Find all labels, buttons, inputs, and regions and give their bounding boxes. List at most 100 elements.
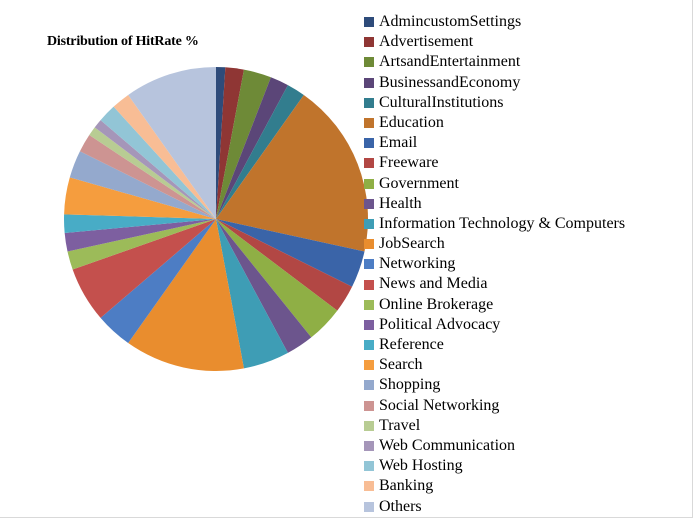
legend-item: Shopping	[364, 375, 625, 395]
legend-swatch	[364, 380, 374, 391]
legend-swatch	[364, 17, 374, 28]
pie-slice	[216, 219, 288, 369]
legend-swatch	[364, 299, 374, 310]
pie-slice	[94, 120, 216, 219]
pie-slice	[72, 219, 216, 318]
legend-swatch	[364, 218, 374, 229]
legend-item: Information Technology & Computers	[364, 214, 625, 234]
legend-swatch	[364, 239, 374, 250]
legend-swatch	[364, 481, 374, 492]
chart-title: Distribution of HitRate %	[47, 34, 199, 49]
legend-swatch	[364, 319, 374, 330]
legend-swatch	[364, 501, 374, 512]
legend-label: Travel	[379, 416, 421, 434]
pie-slice	[64, 219, 216, 252]
pie-slice	[216, 219, 312, 353]
pie-slice	[128, 67, 216, 219]
legend-swatch	[364, 420, 374, 431]
legend-item: Search	[364, 355, 625, 375]
legend-label: Web Hosting	[379, 457, 463, 475]
legend-label: Search	[379, 356, 423, 374]
legend-swatch	[364, 158, 374, 169]
chart-legend: AdmincustomSettings Advertisement ArtsandE…	[364, 12, 625, 517]
legend-label: Email	[379, 134, 418, 152]
legend-label: Others	[379, 497, 422, 515]
legend-label: BusinessandEconomy	[379, 73, 521, 91]
pie-slice	[216, 67, 226, 219]
legend-swatch	[364, 400, 374, 411]
pie-slice	[216, 77, 288, 219]
legend-label: Freeware	[379, 154, 439, 172]
legend-label: News and Media	[379, 275, 488, 293]
legend-label: Web Communication	[379, 436, 516, 454]
pie-slice	[216, 94, 368, 252]
pie-slice	[64, 214, 217, 234]
legend-label: CulturalInstitutions	[379, 93, 504, 111]
legend-label: Networking	[379, 255, 456, 273]
legend-item: ArtsandEntertainment	[364, 52, 625, 72]
legend-swatch	[364, 441, 374, 452]
legend-item: Government	[364, 174, 625, 194]
pie-slice	[113, 94, 216, 219]
pie-slice	[128, 219, 244, 372]
legend-swatch	[364, 360, 374, 371]
legend-item: Travel	[364, 416, 625, 436]
legend-label: Reference	[379, 336, 444, 353]
pie-slice	[100, 106, 216, 219]
legend-swatch	[364, 77, 374, 88]
legend-swatch	[364, 259, 374, 270]
legend-label: ArtsandEntertainment	[379, 53, 521, 71]
legend-swatch	[364, 198, 374, 209]
legend-item: AdmincustomSettings	[364, 12, 625, 32]
legend-label: Health	[379, 194, 422, 212]
legend-swatch	[364, 37, 374, 48]
legend-swatch	[364, 340, 374, 351]
legend-item: Health	[364, 194, 625, 214]
legend-item: Education	[364, 113, 625, 133]
legend-swatch	[364, 57, 374, 68]
legend-swatch	[364, 461, 374, 472]
legend-item: CulturalInstitutions	[364, 93, 625, 113]
legend-label: Information Technology & Computers	[379, 214, 626, 232]
legend-swatch	[364, 97, 374, 108]
legend-item: Reference	[364, 335, 625, 355]
pie-slice	[79, 135, 216, 219]
legend-item: Advertisement	[364, 32, 625, 52]
legend-item: Political Advocacy	[364, 315, 625, 335]
legend-item: Email	[364, 133, 625, 153]
legend-item: Freeware	[364, 153, 625, 173]
legend-label: AdmincustomSettings	[379, 13, 522, 30]
legend-label: Education	[379, 113, 444, 131]
legend-item: Social Networking	[364, 396, 625, 416]
legend-swatch	[364, 118, 374, 129]
legend-swatch	[364, 279, 374, 290]
pie-slice	[89, 127, 216, 219]
legend-item: News and Media	[364, 274, 625, 294]
legend-item: JobSearch	[364, 234, 625, 254]
legend-item: Web Hosting	[364, 456, 625, 476]
legend-label: Government	[379, 174, 459, 192]
legend-item: BusinessandEconomy	[364, 73, 625, 93]
legend-swatch	[364, 178, 374, 189]
legend-swatch	[364, 138, 374, 149]
legend-item: Networking	[364, 254, 625, 274]
pie-slice	[216, 219, 338, 338]
pie-chart	[64, 67, 368, 372]
legend-label: Shopping	[379, 376, 441, 394]
pie-slice	[100, 219, 216, 344]
legend-item: Web Communication	[364, 436, 625, 456]
legend-item: Online Brokerage	[364, 295, 625, 315]
legend-item: Others	[364, 497, 625, 517]
pie-slice	[216, 85, 304, 219]
pie-slice	[216, 219, 353, 311]
pie-slice	[64, 177, 217, 219]
legend-label: Banking	[379, 477, 434, 495]
pie-slice	[67, 219, 216, 270]
legend-label: Political Advocacy	[379, 315, 501, 333]
pie-slice	[216, 219, 365, 287]
legend-label: Online Brokerage	[379, 295, 494, 313]
legend-label: Advertisement	[379, 33, 474, 51]
legend-label: JobSearch	[379, 235, 445, 253]
legend-item: Banking	[364, 476, 625, 496]
